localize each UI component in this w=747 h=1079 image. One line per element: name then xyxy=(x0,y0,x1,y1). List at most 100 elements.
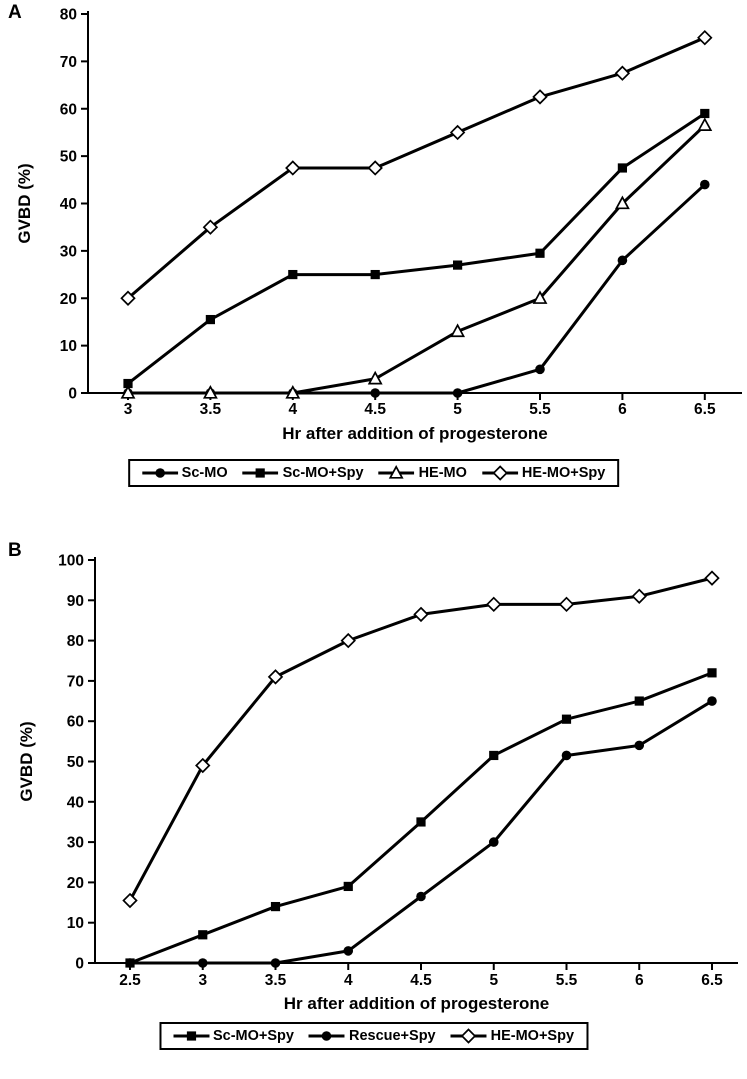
marker-filled-circle xyxy=(452,388,463,398)
x-tick-label: 4 xyxy=(288,401,297,418)
marker-filled-circle xyxy=(197,958,208,968)
marker-open-diamond xyxy=(120,290,136,306)
marker-open-diamond xyxy=(195,757,211,774)
marker-filled-square xyxy=(416,817,426,827)
marker-open-triangle xyxy=(532,290,548,304)
marker-open-diamond xyxy=(486,596,502,613)
series-Sc-MO+Spy xyxy=(125,668,717,968)
marker-filled-square xyxy=(205,314,215,325)
legend-marker-open-diamond xyxy=(450,1028,487,1044)
marker-filled-circle xyxy=(154,468,165,478)
series-HE-MO+Spy xyxy=(122,570,720,909)
legend-a: Sc-MO Sc-MO+Spy HE-MO HE-MO+Spy xyxy=(127,459,620,487)
marker-filled-circle xyxy=(488,837,499,847)
marker-open-diamond xyxy=(340,632,356,649)
x-tick-label: 6.5 xyxy=(694,401,716,418)
marker-open-diamond xyxy=(367,160,383,176)
legend-label: Rescue+Spy xyxy=(348,1028,436,1044)
axis-lines xyxy=(94,557,738,964)
marker-filled-square xyxy=(370,269,380,280)
marker-filled-square xyxy=(489,750,499,761)
legend-marker-filled-circle xyxy=(141,468,178,478)
marker-filled-circle xyxy=(125,958,135,968)
marker-open-triangle xyxy=(367,370,383,385)
y-axis-ticks: 0 10 20 30 40 50 60 70 80 90 100 xyxy=(58,553,95,973)
series-line xyxy=(128,183,706,395)
legend-marker-filled-square xyxy=(242,468,279,478)
series-HE-MO xyxy=(120,117,713,399)
marker-filled-square xyxy=(634,696,644,706)
legend-item-Sc-MO+Spy: Sc-MO+Spy xyxy=(242,465,364,481)
series-Sc-MO xyxy=(123,179,710,398)
marker-open-triangle xyxy=(120,385,136,399)
y-tick-label: 60 xyxy=(67,714,84,731)
marker-filled-square xyxy=(617,163,627,173)
legend-label: Sc-MO+Spy xyxy=(212,1028,294,1044)
x-tick-label: 6.5 xyxy=(701,972,723,989)
marker-filled-square xyxy=(700,108,710,119)
panel-b-label: B xyxy=(8,540,22,561)
marker-open-diamond xyxy=(460,1028,477,1044)
axis-lines xyxy=(87,11,742,394)
y-tick-label: 60 xyxy=(60,101,77,118)
y-tick-label: 40 xyxy=(60,196,77,213)
x-tick-label: 6 xyxy=(618,401,627,418)
x-tick-label: 2.5 xyxy=(119,972,141,989)
marker-open-triangle xyxy=(285,385,301,399)
x-axis-title: Hr after addition of progesterone xyxy=(284,994,549,1013)
x-tick-label: 3.5 xyxy=(265,972,287,989)
marker-filled-square xyxy=(270,901,281,912)
legend-item-Sc-MO+Spy: Sc-MO+Spy xyxy=(172,1028,294,1044)
y-tick-label: 20 xyxy=(60,291,77,308)
legend-marker-open-diamond xyxy=(481,465,518,481)
series-Sc-MO+Spy xyxy=(123,108,710,389)
marker-open-diamond xyxy=(122,892,138,909)
marker-filled-circle xyxy=(322,1031,332,1041)
x-axis-ticks: 2.5 3 3.5 4 4.5 5 5.5 6 6.5 xyxy=(119,963,723,989)
x-tick-label: 3.5 xyxy=(200,401,222,418)
series-line xyxy=(127,36,706,300)
chart-b-svg: 0 10 20 30 40 50 60 70 80 90 100 2.5 3 3.5 4 4.5 5 5.5 6 6.… xyxy=(17,553,738,1013)
legend-marker-filled-circle xyxy=(308,1031,345,1041)
marker-filled-square xyxy=(198,930,208,940)
series-line xyxy=(128,576,713,902)
y-tick-label: 100 xyxy=(58,553,84,570)
marker-filled-circle xyxy=(700,179,710,190)
marker-open-triangle xyxy=(450,323,466,338)
marker-filled-circle xyxy=(617,255,628,266)
marker-filled-square xyxy=(535,248,545,258)
marker-open-triangle xyxy=(614,195,630,210)
y-tick-label: 70 xyxy=(67,673,84,690)
y-tick-label: 0 xyxy=(75,956,84,973)
marker-open-diamond xyxy=(449,124,466,141)
chart-a-svg: 0 10 20 30 40 50 60 70 80 3 3.5 4 4.5 5 5.5 6 6.5 Hr afte… xyxy=(15,7,742,443)
marker-filled-square xyxy=(186,1031,196,1041)
marker-filled-circle xyxy=(634,740,645,751)
x-tick-label: 5 xyxy=(453,401,462,418)
marker-open-diamond xyxy=(697,29,713,46)
y-tick-label: 80 xyxy=(60,7,77,24)
y-tick-label: 80 xyxy=(67,633,84,650)
marker-filled-circle xyxy=(707,696,717,706)
y-tick-label: 50 xyxy=(67,754,84,771)
x-tick-label: 5.5 xyxy=(556,972,578,989)
legend-label: HE-MO+Spy xyxy=(490,1028,575,1044)
marker-filled-square xyxy=(453,260,463,270)
marker-filled-circle xyxy=(270,958,281,968)
marker-filled-square xyxy=(707,668,717,678)
series-line xyxy=(127,112,706,385)
legend-label: HE-MO+Spy xyxy=(521,465,606,481)
axes xyxy=(94,557,738,964)
legend-marker-open-triangle xyxy=(378,465,415,479)
y-axis-title: GVBD (%) xyxy=(17,721,36,801)
marker-open-triangle xyxy=(202,385,218,399)
legend-b: Sc-MO+Spy Rescue+Spy HE-MO+Spy xyxy=(158,1022,589,1050)
marker-open-diamond xyxy=(202,219,219,235)
marker-open-diamond xyxy=(285,160,301,176)
marker-filled-circle xyxy=(370,388,381,398)
y-tick-label: 20 xyxy=(67,875,84,892)
marker-filled-square xyxy=(561,714,572,724)
marker-filled-square xyxy=(123,378,133,389)
y-tick-label: 70 xyxy=(60,54,77,71)
marker-filled-square xyxy=(256,468,266,478)
